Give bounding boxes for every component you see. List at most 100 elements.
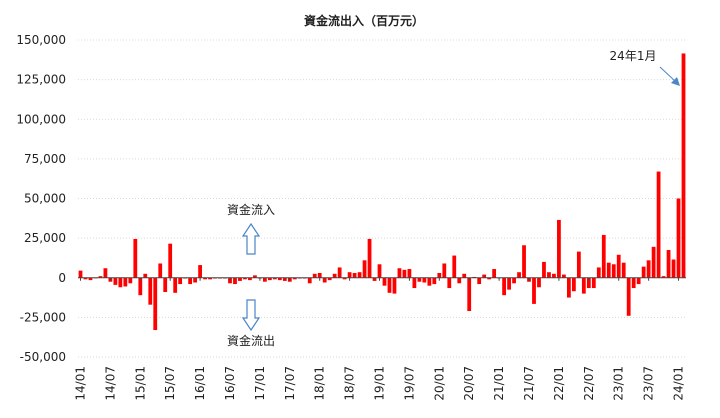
x-tick-label: 19/07	[402, 366, 416, 401]
bar	[447, 277, 452, 289]
bar	[482, 274, 487, 278]
bar	[586, 277, 591, 289]
y-tick-label: -25,000	[20, 310, 66, 324]
bar	[332, 273, 337, 278]
bar	[352, 272, 357, 278]
bar	[158, 263, 163, 278]
bar	[477, 277, 482, 285]
bar	[611, 264, 616, 278]
y-axis-labels: 150,000 125,000 100,000 75,000 50,000 25,000 0…	[16, 33, 66, 364]
bar	[502, 277, 506, 296]
bar	[392, 277, 397, 294]
x-tick-label: 21/07	[522, 366, 536, 401]
bar	[198, 265, 202, 278]
bar	[148, 277, 153, 305]
bar	[487, 277, 492, 280]
bar	[188, 277, 193, 285]
bar	[168, 243, 173, 278]
y-tick-label: 75,000	[24, 152, 66, 166]
bar	[322, 277, 327, 283]
x-tick-label: 23/01	[612, 366, 626, 401]
bar	[277, 277, 282, 281]
bar	[566, 277, 571, 298]
bar	[616, 254, 621, 278]
bar	[467, 277, 472, 312]
bar	[507, 277, 511, 290]
bar	[532, 277, 536, 304]
bar	[666, 250, 671, 278]
bar	[342, 277, 347, 280]
peak-annotation-arrowhead	[671, 77, 680, 86]
bar	[681, 53, 686, 278]
bar	[153, 277, 158, 331]
y-tick-label: 50,000	[24, 192, 66, 206]
bar	[417, 277, 422, 282]
bar	[661, 276, 666, 278]
bar	[457, 277, 462, 284]
x-tick-label: 16/01	[193, 366, 207, 401]
bar	[347, 272, 352, 278]
bar	[402, 269, 407, 278]
x-tick-label: 23/07	[642, 366, 656, 401]
x-tick-label: 14/01	[73, 366, 87, 401]
chart-title: 資金流出入（百万元）	[304, 13, 424, 28]
bar	[646, 260, 651, 278]
bar	[537, 277, 541, 288]
bar	[651, 246, 656, 278]
bar	[312, 273, 317, 278]
x-tick-label: 14/07	[103, 366, 117, 401]
bar	[267, 277, 272, 281]
peak-annotation-arrow-line	[659, 66, 677, 83]
bar	[591, 277, 596, 289]
bar	[492, 269, 497, 278]
bar	[163, 277, 168, 293]
bar	[552, 273, 556, 278]
x-tick-label: 19/01	[373, 366, 387, 401]
bar	[641, 266, 646, 278]
bar	[248, 277, 252, 281]
x-axis-labels: 14/01 14/07 15/01 15/07 16/01 16/07 17/01 17/07…	[73, 277, 686, 401]
bar	[138, 277, 143, 296]
bar	[581, 277, 586, 294]
bar	[377, 264, 382, 278]
bar	[442, 263, 447, 278]
x-tick-label: 24/01	[672, 366, 686, 401]
bar	[452, 255, 457, 278]
x-tick-label: 22/07	[582, 366, 596, 401]
y-tick-label: 125,000	[16, 73, 66, 87]
bar	[372, 277, 377, 281]
x-tick-label: 22/01	[552, 366, 566, 401]
bar	[307, 277, 312, 284]
x-tick-label: 18/01	[313, 366, 327, 401]
peak-annotation-label: 24年1月	[610, 49, 657, 63]
bar	[143, 273, 148, 278]
bar	[547, 272, 551, 278]
bar	[427, 277, 432, 286]
bar	[83, 277, 88, 280]
x-tick-label: 21/01	[492, 366, 506, 401]
bar	[432, 277, 437, 285]
bar	[656, 171, 661, 278]
down-arrow-icon	[241, 299, 261, 332]
x-tick-label: 15/07	[163, 366, 177, 401]
x-tick-label: 15/01	[133, 366, 147, 401]
bar	[596, 267, 601, 278]
bar	[676, 198, 681, 278]
bar	[407, 269, 412, 278]
bar	[123, 277, 128, 287]
bar	[173, 277, 178, 293]
bar	[203, 277, 207, 280]
bar	[317, 272, 322, 278]
bar	[98, 276, 103, 278]
bar	[382, 277, 387, 286]
y-tick-label: 25,000	[24, 231, 66, 245]
bar	[542, 261, 546, 278]
inflow-label: 資金流入	[227, 202, 275, 217]
bar	[88, 277, 93, 281]
bar	[422, 277, 427, 283]
bar	[387, 277, 392, 293]
bar	[78, 270, 83, 278]
bar	[601, 234, 606, 278]
bar	[362, 260, 367, 278]
